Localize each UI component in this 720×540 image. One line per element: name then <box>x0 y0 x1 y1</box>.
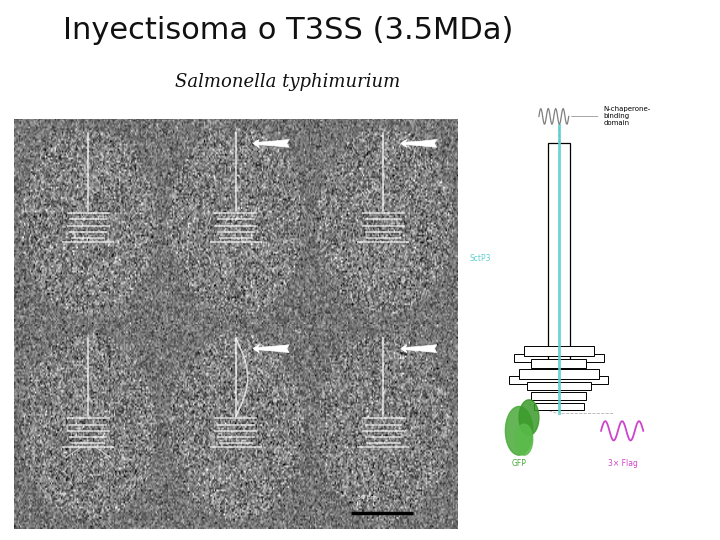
Text: 3× Flag: 3× Flag <box>608 459 639 468</box>
Bar <box>514 354 603 362</box>
Bar <box>524 346 593 356</box>
Text: Inyectisoma o T3SS (3.5MDa): Inyectisoma o T3SS (3.5MDa) <box>63 16 513 45</box>
Bar <box>519 369 598 379</box>
Text: N-chaperone-
binding
domain: N-chaperone- binding domain <box>572 106 651 126</box>
Circle shape <box>516 424 533 455</box>
Bar <box>531 392 586 400</box>
Text: Salmonella typhimurium: Salmonella typhimurium <box>176 73 400 91</box>
Text: GFP: GFP <box>512 459 526 468</box>
Bar <box>526 382 591 390</box>
Circle shape <box>519 400 539 435</box>
Bar <box>531 359 586 368</box>
Circle shape <box>505 407 533 455</box>
Bar <box>509 376 608 384</box>
Text: SctP3: SctP3 <box>469 254 491 262</box>
Bar <box>548 143 570 369</box>
Bar <box>534 403 584 410</box>
Text: 30 nm: 30 nm <box>357 496 377 501</box>
